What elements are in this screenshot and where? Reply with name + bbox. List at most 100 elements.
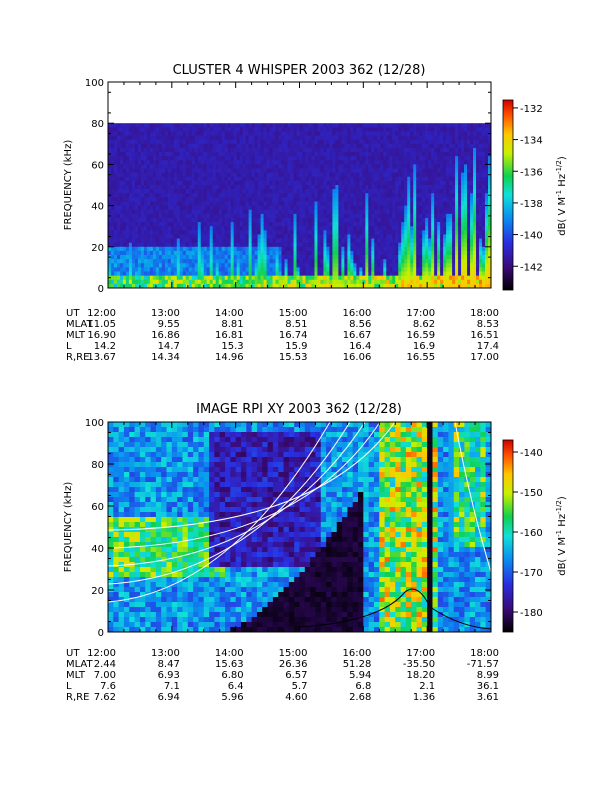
spectrogram-cell bbox=[422, 275, 426, 281]
spectrogram-cell bbox=[152, 230, 157, 235]
spectrogram-cell bbox=[446, 156, 450, 161]
spectrogram-cell bbox=[266, 242, 270, 248]
spectrogram-cell bbox=[263, 263, 267, 268]
spectrogram-cell bbox=[392, 213, 396, 219]
spectrogram-cell bbox=[125, 168, 130, 174]
spectrogram-cell bbox=[272, 283, 276, 288]
spectrogram-cell bbox=[410, 164, 414, 169]
spectrogram-cell bbox=[383, 139, 387, 145]
spectrogram-cell bbox=[401, 283, 405, 288]
spectrogram-cell bbox=[188, 160, 193, 165]
spectrogram-cell bbox=[113, 259, 118, 264]
spectrogram-cell bbox=[368, 263, 372, 268]
spectrogram-cell bbox=[287, 176, 291, 182]
spectrogram-cell bbox=[236, 147, 241, 153]
spectrogram-cell bbox=[329, 230, 333, 235]
spectrogram-cell bbox=[164, 255, 169, 260]
spectrogram-cell bbox=[134, 255, 139, 260]
spectrogram-cell bbox=[431, 238, 435, 244]
spectrogram-cell bbox=[443, 135, 447, 141]
spectrogram-cell bbox=[209, 160, 214, 165]
spectrogram-cell bbox=[449, 189, 453, 194]
spectrogram-cell bbox=[176, 160, 181, 165]
spectrogram-cell bbox=[296, 147, 300, 153]
spectrogram-cell bbox=[131, 185, 136, 190]
spectrogram-cell bbox=[401, 271, 405, 277]
spectrogram-cell bbox=[218, 197, 223, 202]
spectrogram-cell bbox=[320, 242, 324, 248]
spectrogram-cell bbox=[461, 197, 465, 202]
spectrogram-cell bbox=[194, 189, 199, 194]
spectrogram-cell bbox=[404, 135, 408, 141]
spectrogram-cell bbox=[476, 234, 480, 239]
spectrogram-cell bbox=[446, 205, 450, 211]
spectrogram-cell bbox=[329, 197, 333, 202]
spectrogram-cell bbox=[119, 242, 124, 248]
spectrogram-cell bbox=[245, 164, 250, 169]
spectrogram-cell bbox=[305, 143, 309, 149]
spectrogram-cell bbox=[323, 234, 327, 239]
spectrogram-cell bbox=[386, 197, 390, 202]
spectrogram-cell bbox=[407, 172, 411, 178]
spectrogram-cell bbox=[122, 209, 127, 215]
spectrogram-cell bbox=[278, 193, 282, 198]
spectrogram-cell bbox=[296, 267, 300, 272]
spectrogram-cell bbox=[200, 168, 205, 174]
spectrogram-cell bbox=[209, 172, 214, 178]
spectrogram-cell bbox=[344, 189, 348, 194]
spectrogram-cell bbox=[410, 176, 414, 182]
spectrogram-cell bbox=[287, 180, 291, 186]
spectrogram-cell bbox=[122, 205, 127, 211]
spectrogram-cell bbox=[128, 135, 133, 141]
spectrogram-cell bbox=[281, 185, 285, 190]
spectrogram-cell bbox=[230, 143, 235, 149]
spectrogram-cell bbox=[272, 259, 276, 264]
spectrogram-cell bbox=[119, 226, 124, 231]
spectrogram-cell bbox=[188, 152, 193, 157]
spectrogram-cell bbox=[374, 271, 378, 277]
spectrogram-cell bbox=[479, 242, 483, 248]
spectrogram-cell bbox=[473, 164, 477, 169]
spectrogram-cell bbox=[161, 189, 166, 194]
spectrogram-cell bbox=[197, 139, 202, 145]
spectrogram-cell bbox=[473, 135, 477, 141]
spectrogram-cell bbox=[341, 234, 345, 239]
spectrogram-cell bbox=[326, 234, 330, 239]
spectrogram-cell bbox=[359, 127, 363, 132]
spectrogram-cell bbox=[446, 193, 450, 198]
spectrogram-cell bbox=[233, 222, 238, 227]
spectrogram-cell bbox=[455, 283, 459, 288]
spectrogram-cell bbox=[374, 242, 378, 248]
spectrogram-cell bbox=[140, 189, 145, 194]
spectrogram-cell bbox=[410, 143, 414, 149]
spectrogram-cell bbox=[422, 193, 426, 198]
spectrogram-cell bbox=[479, 201, 483, 206]
spectrogram-cell bbox=[368, 279, 372, 285]
spectrogram-cell bbox=[173, 152, 178, 157]
spectrogram-cell bbox=[215, 164, 220, 169]
spectrogram-cell bbox=[185, 189, 190, 194]
spectrogram-cell bbox=[452, 160, 456, 165]
spectrogram-cell bbox=[398, 160, 402, 165]
spectrogram-cell bbox=[176, 135, 181, 141]
spectrogram-cell bbox=[167, 185, 172, 190]
spectrogram-cell bbox=[365, 164, 369, 169]
spectrogram-cell bbox=[431, 205, 435, 211]
spectrogram-cell bbox=[302, 209, 306, 215]
spectrogram-cell bbox=[215, 222, 220, 227]
spectrogram-cell bbox=[242, 263, 247, 268]
spectrogram-cell bbox=[113, 189, 118, 194]
spectrogram-cell bbox=[428, 168, 432, 174]
spectrogram-cell bbox=[416, 275, 420, 281]
spectrogram-cell bbox=[326, 152, 330, 157]
spectrogram-cell bbox=[467, 267, 471, 272]
spectrogram-cell bbox=[113, 275, 118, 281]
spectrogram-cell bbox=[404, 283, 408, 288]
spectrogram-cell bbox=[188, 271, 193, 277]
spectrogram-cell bbox=[113, 127, 118, 132]
spectrogram-cell bbox=[275, 217, 279, 223]
spectrogram-cell bbox=[197, 164, 202, 169]
spectrogram-cell bbox=[317, 271, 321, 277]
spectrogram-cell bbox=[290, 250, 294, 256]
spectrogram-cell bbox=[293, 180, 297, 186]
